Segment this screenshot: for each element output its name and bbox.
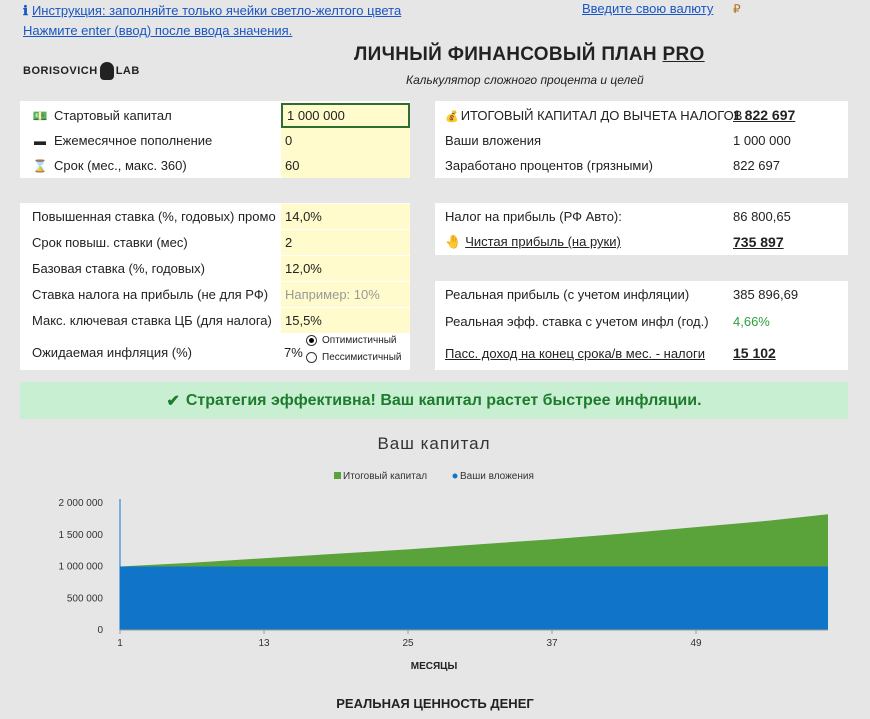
promo-rate-input[interactable]: 14,0% — [281, 203, 410, 229]
term-input[interactable]: 60 — [281, 152, 410, 178]
inflation-input[interactable]: 7% — [284, 344, 303, 360]
radio-unchecked-icon[interactable] — [306, 352, 317, 363]
promo-term-row: Срок повыш. ставки (мес) 2 — [20, 229, 410, 255]
enter-hint-link[interactable]: Нажмите enter (ввод) после ввода значени… — [23, 23, 293, 38]
final-capital-value: 1 822 697 — [733, 107, 796, 123]
term-row: ⌛ Срок (мес., макс. 360) 60 — [20, 152, 410, 178]
y-tick-label: 500 000 — [67, 593, 104, 604]
tax-value: 86 800,65 — [733, 208, 791, 224]
start-capital-input[interactable]: 1 000 000 — [281, 102, 410, 128]
tax-rate-row: Ставка налога на прибыль (не для РФ) Нап… — [20, 281, 410, 307]
start-capital-row: 💵 Стартовый капитал 1 000 000 — [20, 102, 410, 128]
eff-rate-row: Реальная эфф. ставка с учетом инфл (год.… — [445, 313, 770, 329]
chart-title: Ваш капитал — [377, 434, 490, 453]
x-tick-label: 1 — [117, 638, 123, 649]
currency-symbol: ₽ — [733, 2, 741, 16]
promo-term-input[interactable]: 2 — [281, 229, 410, 255]
real-profit-value: 385 896,69 — [733, 286, 799, 302]
key-rate-row: Макс. ключевая ставка ЦБ (для налога) 15… — [20, 307, 410, 333]
tax-rate-input[interactable]: Например: 10% — [281, 281, 410, 307]
promo-rate-row: Повышенная ставка (%, годовых) промо 14,… — [20, 203, 410, 229]
legend-swatch-final — [334, 472, 341, 479]
eff-rate-value: 4,66% — [733, 313, 770, 329]
y-tick-label: 0 — [97, 625, 103, 636]
page-subtitle: Калькулятор сложного процента и целей — [406, 73, 644, 87]
passive-income-value: 15 102 — [733, 345, 776, 361]
money-icon: 💵 — [32, 108, 48, 123]
pessimistic-radio[interactable]: Пессимистичный — [306, 352, 401, 363]
results-real-panel: Реальная прибыль (с учетом инфляции) 385… — [435, 281, 848, 370]
investments-value: 1 000 000 — [733, 132, 791, 148]
earned-value: 822 697 — [733, 157, 780, 173]
real-value-title: РЕАЛЬНАЯ ЦЕННОСТЬ ДЕНЕГ — [336, 696, 534, 711]
investments-row: Ваши вложения 1 000 000 — [445, 132, 791, 148]
status-banner: ✔ Стратегия эффективна! Ваш капитал расте… — [20, 382, 848, 419]
net-profit-row: 🤚 Чистая прибыль (на руки) 735 897 — [445, 234, 784, 250]
monthly-topup-row: ▬ Ежемесячное пополнение 0 — [20, 127, 410, 153]
optimistic-radio[interactable]: Оптимистичный — [306, 335, 397, 346]
monthly-topup-input[interactable]: 0 — [281, 127, 410, 153]
x-tick-label: 37 — [546, 638, 558, 649]
x-tick-label: 49 — [690, 638, 702, 649]
y-tick-label: 1 500 000 — [59, 530, 104, 541]
instruction-link[interactable]: ℹ Инструкция: заполняйте только ячейки св… — [23, 3, 402, 18]
page-title: ЛИЧНЫЙ ФИНАНСОВЫЙ ПЛАН PRO — [354, 44, 705, 65]
money-bag-icon: 💰 — [445, 110, 459, 123]
capital-chart: Ваш капитал Итоговый капитал Ваши вложен… — [59, 434, 828, 672]
x-tick-label: 13 — [258, 638, 270, 649]
logo-head-icon — [99, 62, 114, 80]
info-icon: ℹ — [23, 3, 28, 18]
real-profit-row: Реальная прибыль (с учетом инфляции) 385… — [445, 286, 799, 302]
x-tick-label: 25 — [402, 638, 414, 649]
series-investments-area — [120, 566, 828, 630]
passive-income-row: Пасс. доход на конец срока/в мес. - нало… — [445, 345, 776, 361]
hourglass-icon: ⌛ — [32, 158, 48, 173]
legend-swatch-invest — [452, 473, 458, 479]
final-capital-row: 💰 ИТОГОВЫЙ КАПИТАЛ ДО ВЫЧЕТА НАЛОГОВ 1 82… — [445, 107, 796, 123]
inputs-rates-panel: Повышенная ставка (%, годовых) промо 14,… — [20, 203, 410, 370]
results-top-panel: 💰 ИТОГОВЫЙ КАПИТАЛ ДО ВЫЧЕТА НАЛОГОВ 1 82… — [435, 101, 848, 178]
inflation-row: Ожидаемая инфляция (%) 7% — [32, 344, 303, 360]
hand-money-icon: 🤚 — [445, 234, 462, 249]
x-axis-label: МЕСЯЦЫ — [411, 661, 458, 672]
key-rate-input[interactable]: 15,5% — [281, 307, 410, 333]
net-profit-value: 735 897 — [733, 234, 784, 250]
base-rate-row: Базовая ставка (%, годовых) 12,0% — [20, 255, 410, 281]
y-tick-label: 1 000 000 — [59, 562, 104, 573]
base-rate-input[interactable]: 12,0% — [281, 255, 410, 281]
tax-row: Налог на прибыль (РФ Авто): 86 800,65 — [445, 208, 791, 224]
logo: BORISOVICH LAB — [23, 62, 140, 80]
results-tax-panel: Налог на прибыль (РФ Авто): 86 800,65 🤚 Ч… — [435, 203, 848, 255]
radio-checked-icon[interactable] — [306, 335, 317, 346]
legend-invest: Ваши вложения — [460, 471, 534, 482]
earned-row: Заработано процентов (грязными) 822 697 — [445, 157, 780, 173]
legend-final: Итоговый капитал — [343, 471, 427, 482]
checkmark-icon: ✔ — [166, 392, 180, 410]
inputs-top-panel: 💵 Стартовый капитал 1 000 000 ▬ Ежемесячно… — [20, 101, 410, 178]
currency-link[interactable]: Введите свою валюту — [582, 1, 714, 16]
card-icon: ▬ — [34, 133, 46, 148]
y-tick-label: 2 000 000 — [59, 498, 104, 509]
